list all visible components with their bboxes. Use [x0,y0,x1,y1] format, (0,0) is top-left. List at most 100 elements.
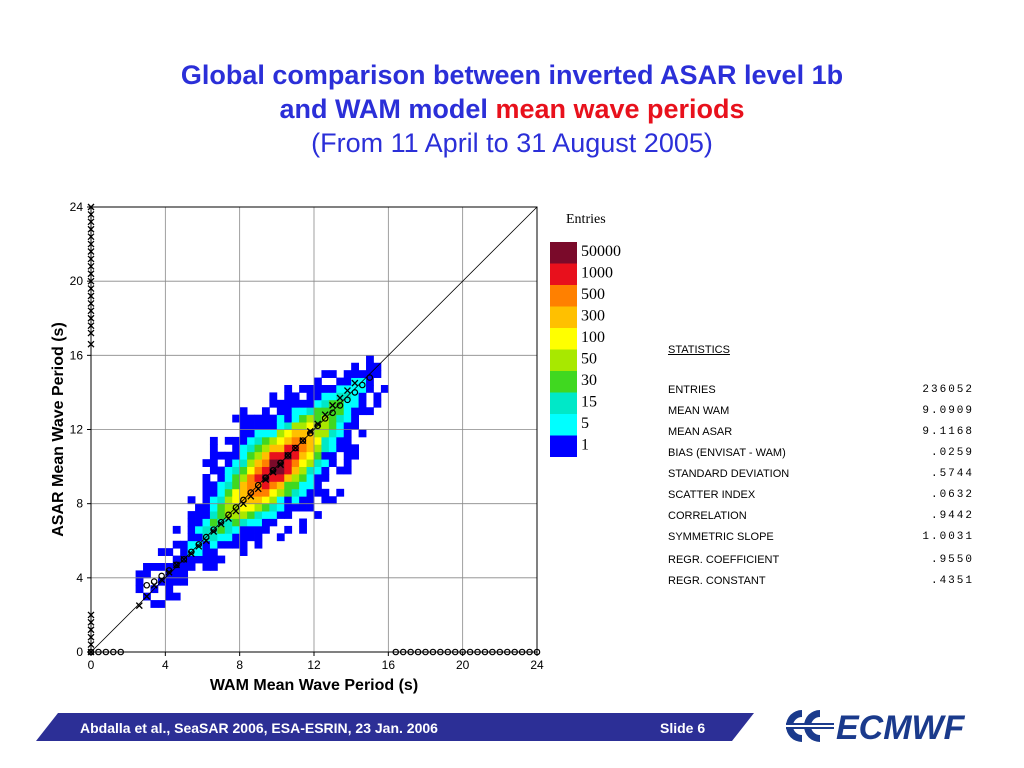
cross-marker [306,427,314,435]
statistic-label: REGR. COEFFICIENT [668,554,780,566]
density-cell [328,392,337,401]
density-cell [343,414,352,423]
circle-marker [399,648,407,656]
legend-swatch [550,285,577,307]
density-cell [217,466,226,475]
cross-marker [254,485,262,493]
density-cell [276,414,285,423]
density-cell [299,444,307,453]
density-cell [224,488,233,497]
density-cell [269,414,278,423]
density-cell [239,548,248,556]
density-cell [351,399,359,408]
circle-marker [444,648,452,656]
density-cell [232,436,241,445]
density-cell [254,525,263,534]
density-cell [314,444,322,453]
cross-marker [329,401,337,409]
density-cell [247,414,255,423]
density-cell [254,436,263,445]
density-cell [306,459,315,467]
density-cell [180,577,189,586]
density-cell [276,451,285,460]
density-cell [187,525,196,534]
density-cell [343,436,352,445]
density-cell [306,444,315,453]
density-cell [209,496,218,505]
density-cell [172,592,181,601]
density-cell [172,577,181,586]
density-cell [321,451,330,460]
density-cell [247,503,255,512]
density-cell [269,459,278,467]
density-cell [150,563,159,571]
density-cell [284,399,293,408]
density-cell [284,429,293,438]
density-cell [239,459,248,467]
circle-marker [292,444,299,452]
density-cell [157,563,166,571]
density-cell [328,399,337,408]
density-cell [239,414,248,423]
density-cell [254,466,263,475]
cross-marker [87,314,95,322]
density-cell [239,518,248,527]
density-cell [269,422,278,430]
statistic-value: 236052 [922,384,974,396]
density-cell [254,488,263,497]
density-cell [217,540,226,549]
density-cell [254,429,263,438]
density-cell [165,548,174,556]
density-cell [336,392,345,401]
density-cell [314,429,322,438]
y-tick-label: 24 [70,200,84,214]
cross-marker [87,203,95,211]
density-cell [254,474,263,482]
circle-marker [173,561,180,569]
density-cell [269,444,278,453]
density-cell [180,540,189,549]
density-cell [269,511,278,519]
density-cell [232,533,241,542]
density-cell [247,451,255,460]
density-cell [276,511,285,519]
density-cell [247,436,255,445]
density-cell [380,385,389,393]
footer-bar [36,713,754,741]
density-cell [314,392,322,401]
cross-marker [284,451,292,459]
identity-line [90,206,538,653]
density-cell [351,392,359,401]
density-cell [247,422,255,430]
statistic-label: ENTRIES [668,384,716,396]
density-cell [314,414,322,423]
density-cell [276,444,285,453]
statistic-label: CORRELATION [668,510,747,522]
circle-marker [503,648,511,656]
density-cell [239,533,248,542]
x-tick-label: 4 [162,658,169,672]
circle-marker [351,389,359,396]
density-cell [284,496,293,505]
density-cell [306,422,315,430]
y-tick-label: 12 [70,423,84,437]
circle-marker [437,648,444,656]
density-cell [336,466,345,475]
density-cell [276,503,285,512]
density-cell [202,518,211,527]
density-cell [321,422,330,430]
cross-marker [336,394,344,402]
statistics-row: BIAS (ENVISAT - WAM) .0259 [668,447,974,468]
density-cell [143,563,151,571]
cross-marker [351,379,359,387]
grid-lines [90,206,538,653]
statistic-value: .0259 [930,447,974,459]
density-cell [328,422,337,430]
density-cell [291,488,300,497]
color-legend: 50000 1000 500 300 100 50 30 15 5 1 [550,242,621,457]
density-cell [328,414,337,423]
density-cell [306,392,315,401]
ecmwf-logo: ECMWF [786,709,966,746]
density-cell [351,414,359,423]
x-tick-label: 24 [530,658,544,672]
